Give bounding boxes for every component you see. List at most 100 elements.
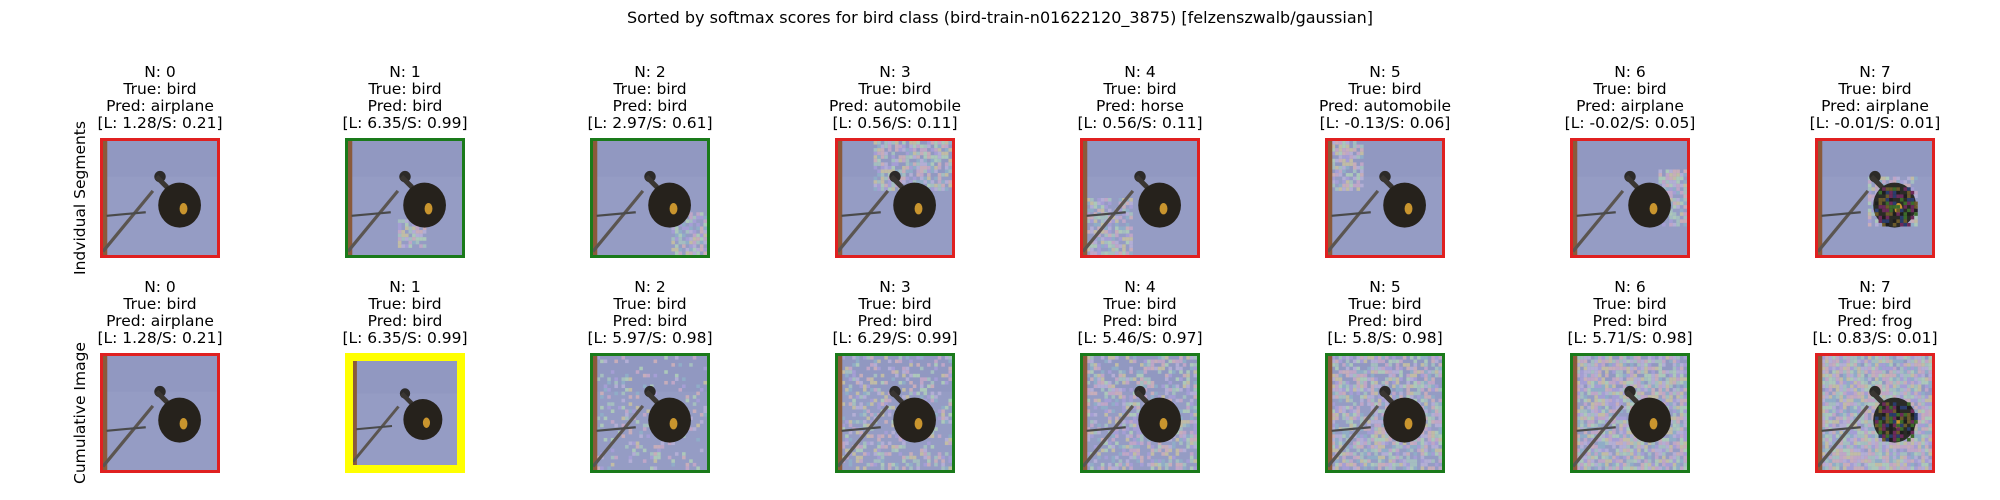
panel-pred-label: Pred: bird xyxy=(612,312,688,330)
thumbnail-image xyxy=(348,141,462,255)
image-panel: N: 5 True: bird Pred: automobile [L: -0.13/… xyxy=(1265,64,1505,258)
image-panel: N: 6 True: bird Pred: airplane [L: -0.02/S:… xyxy=(1510,64,1750,258)
panel-true-label: True: bird xyxy=(1838,80,1912,98)
thumbnail-frame xyxy=(1815,353,1935,473)
thumbnail-frame xyxy=(1080,138,1200,258)
thumbnail-image xyxy=(1818,141,1932,255)
panel-pred-label: Pred: airplane xyxy=(1821,97,1929,115)
panel-score-label: [L: 5.97/S: 0.98] xyxy=(587,329,713,347)
thumbnail-image xyxy=(353,361,457,465)
thumbnail-frame xyxy=(590,138,710,258)
panel-pred-label: Pred: airplane xyxy=(106,312,214,330)
panel-index-label: N: 0 xyxy=(144,278,176,296)
image-panel: N: 4 True: bird Pred: horse [L: 0.56/S: 0.1… xyxy=(1020,63,1260,258)
thumbnail-frame xyxy=(835,138,955,258)
image-panel: N: 5 True: bird Pred: bird [L: 5.8/S: 0.98] xyxy=(1265,278,1505,473)
panel-true-label: True: bird xyxy=(1348,295,1422,313)
row-label: Cumulative Image xyxy=(71,342,89,484)
panel-pred-label: Pred: bird xyxy=(1592,312,1668,330)
panel-pred-label: Pred: bird xyxy=(612,97,688,115)
panel-score-label: [L: 5.46/S: 0.97] xyxy=(1077,329,1203,347)
panel-pred-label: Pred: automobile xyxy=(828,97,962,115)
panel-score-label: [L: -0.13/S: 0.06] xyxy=(1319,114,1451,132)
panel-index-label: N: 3 xyxy=(879,278,911,296)
panel-pred-label: Pred: horse xyxy=(1096,97,1184,115)
panel-index-label: N: 2 xyxy=(634,278,666,296)
thumbnail-frame xyxy=(100,353,220,473)
thumbnail-image xyxy=(1328,356,1442,470)
panel-true-label: True: bird xyxy=(613,295,687,313)
panel-index-label: N: 6 xyxy=(1614,278,1646,296)
image-panel: N: 2 True: bird Pred: bird [L: 5.97/S: 0.98… xyxy=(530,278,770,473)
thumbnail-image xyxy=(593,141,707,255)
panel-score-label: [L: 0.56/S: 0.11] xyxy=(832,114,958,132)
figure-title: Sorted by softmax scores for bird class … xyxy=(626,8,1373,27)
image-panel: N: 6 True: bird Pred: bird [L: 5.71/S: 0.98… xyxy=(1510,278,1750,473)
thumbnail-frame xyxy=(1815,138,1935,258)
panel-pred-label: Pred: frog xyxy=(1837,312,1913,330)
panel-score-label: [L: 6.29/S: 0.99] xyxy=(832,329,958,347)
panel-score-label: [L: 6.35/S: 0.99] xyxy=(342,329,468,347)
image-panel: N: 7 True: bird Pred: airplane [L: -0.01/S:… xyxy=(1755,63,1995,258)
panel-true-label: True: bird xyxy=(1593,80,1667,98)
panel-true-label: True: bird xyxy=(368,80,442,98)
image-panel: N: 1 True: bird Pred: bird [L: 6.35/S: 0.99… xyxy=(285,63,525,258)
thumbnail-image xyxy=(1818,356,1932,470)
panel-index-label: N: 5 xyxy=(1369,278,1401,296)
image-panel: N: 7 True: bird Pred: frog [L: 0.83/S: 0.01… xyxy=(1755,279,1995,473)
thumbnail-image xyxy=(1083,356,1197,470)
panel-score-label: [L: 1.28/S: 0.21] xyxy=(97,329,223,347)
thumbnail-frame xyxy=(345,353,465,473)
thumbnail-frame xyxy=(1325,353,1445,473)
thumbnail-image xyxy=(593,356,707,470)
thumbnail-image xyxy=(1328,141,1442,255)
image-panel: N: 0 True: bird Pred: airplane [L: 1.28/S: … xyxy=(40,63,280,258)
panel-true-label: True: bird xyxy=(1103,80,1177,98)
panel-score-label: [L: 6.35/S: 0.99] xyxy=(342,114,468,132)
image-panel: N: 1 True: bird Pred: bird [L: 6.35/S: 0.99… xyxy=(285,278,525,473)
row-label: Indvidual Segments xyxy=(71,121,89,275)
panel-pred-label: Pred: airplane xyxy=(106,97,214,115)
panel-index-label: N: 1 xyxy=(389,278,421,296)
panel-true-label: True: bird xyxy=(858,80,932,98)
panel-index-label: N: 4 xyxy=(1124,278,1156,296)
thumbnail-frame xyxy=(835,353,955,473)
panel-index-label: N: 2 xyxy=(634,63,666,81)
panel-index-label: N: 0 xyxy=(144,63,176,81)
panel-true-label: True: bird xyxy=(1103,295,1177,313)
image-panel: N: 4 True: bird Pred: bird [L: 5.46/S: 0.97… xyxy=(1020,278,1260,473)
panel-pred-label: Pred: bird xyxy=(1102,312,1178,330)
thumbnail-image xyxy=(1573,356,1687,470)
thumbnail-frame xyxy=(1325,138,1445,258)
panel-index-label: N: 7 xyxy=(1859,63,1891,81)
thumbnail-image xyxy=(103,141,217,255)
thumbnail-frame xyxy=(345,138,465,258)
panel-pred-label: Pred: airplane xyxy=(1576,97,1684,115)
thumbnail-frame xyxy=(1570,353,1690,473)
image-panel: N: 3 True: bird Pred: automobile [L: 0.56/S… xyxy=(775,64,1015,258)
image-panel: N: 2 True: bird Pred: bird [L: 2.97/S: 0.61… xyxy=(530,63,770,258)
panel-true-label: True: bird xyxy=(858,295,932,313)
thumbnail-image xyxy=(1083,141,1197,255)
panel-pred-label: Pred: automobile xyxy=(1318,97,1452,115)
panel-true-label: True: bird xyxy=(368,295,442,313)
thumbnail-frame xyxy=(1570,138,1690,258)
thumbnail-frame xyxy=(100,138,220,258)
panel-score-label: [L: 1.28/S: 0.21] xyxy=(97,114,223,132)
thumbnail-image xyxy=(838,141,952,255)
panel-score-label: [L: 5.8/S: 0.98] xyxy=(1327,329,1443,347)
panel-true-label: True: bird xyxy=(1838,295,1912,313)
panel-pred-label: Pred: bird xyxy=(1347,312,1423,330)
panel-index-label: N: 1 xyxy=(389,63,421,81)
thumbnail-image xyxy=(103,356,217,470)
panel-true-label: True: bird xyxy=(1348,80,1422,98)
panel-true-label: True: bird xyxy=(123,295,197,313)
panel-score-label: [L: 0.56/S: 0.11] xyxy=(1077,114,1203,132)
panel-pred-label: Pred: bird xyxy=(367,97,443,115)
panel-pred-label: Pred: bird xyxy=(367,312,443,330)
panel-true-label: True: bird xyxy=(123,80,197,98)
panel-index-label: N: 4 xyxy=(1124,63,1156,81)
panel-true-label: True: bird xyxy=(613,80,687,98)
panel-score-label: [L: -0.02/S: 0.05] xyxy=(1564,114,1696,132)
